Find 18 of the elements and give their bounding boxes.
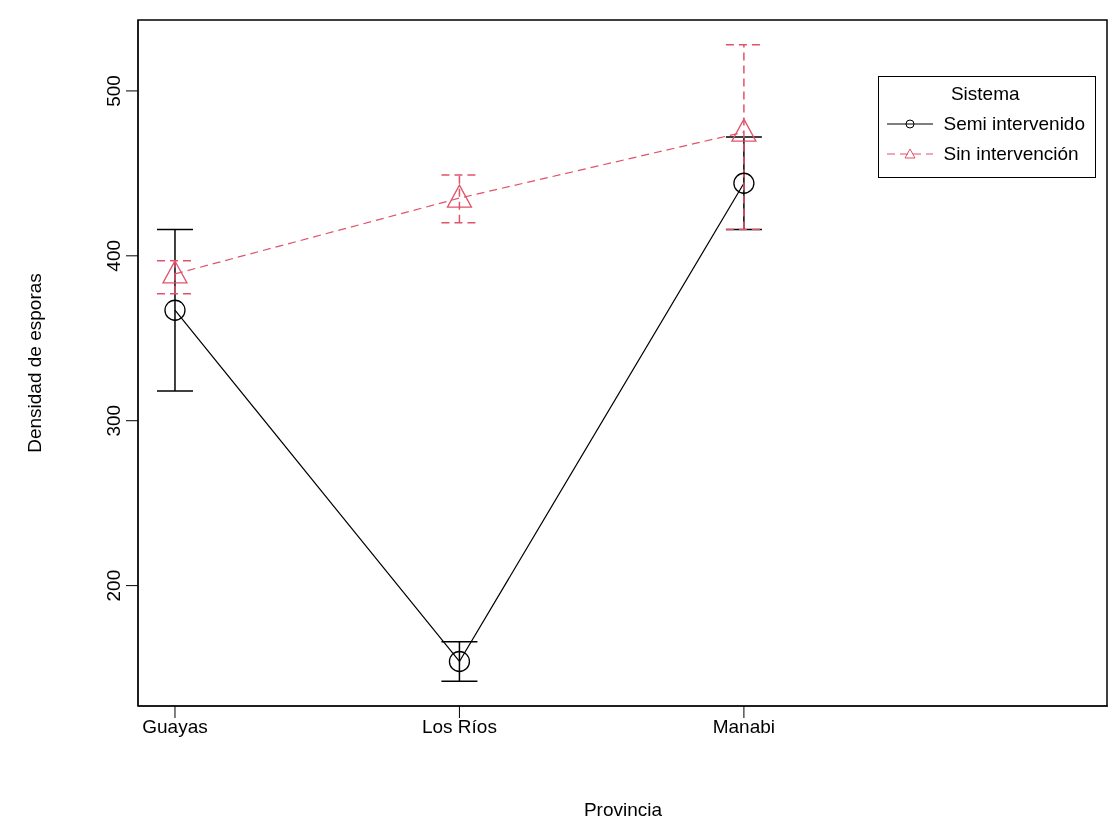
y-tick-label: 500 xyxy=(103,75,124,107)
point xyxy=(733,172,755,194)
y-tick-label: 400 xyxy=(103,239,124,272)
legend-title: Sistema xyxy=(949,83,1021,105)
x-tick-label: Guayas xyxy=(142,716,208,738)
x-tick-label: Manabi xyxy=(712,716,776,738)
x-tick-label: Los Ríos xyxy=(421,716,497,738)
point xyxy=(448,650,471,673)
y-axis-title: Densidad de esporas xyxy=(23,273,45,453)
legend-label: Semi intervenido xyxy=(943,112,1085,136)
legend-label: Sin intervención xyxy=(943,142,1079,166)
point xyxy=(446,184,473,208)
y-tick-label: 200 xyxy=(103,569,124,602)
y-tick-label: 300 xyxy=(103,404,124,437)
point xyxy=(162,260,188,284)
point xyxy=(731,118,757,142)
point xyxy=(164,299,186,321)
x-axis-title: Provincia xyxy=(583,799,663,820)
